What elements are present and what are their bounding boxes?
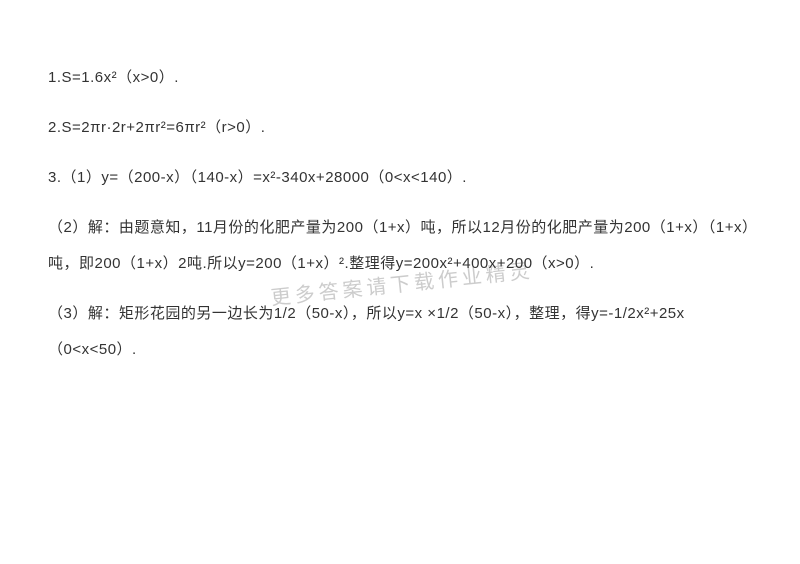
problem-line-3: 3.（1）y=（200-x）（140-x）=x²-340x+28000（0<x<… xyxy=(48,160,752,196)
problem-line-1: 1.S=1.6x²（x>0）. xyxy=(48,60,752,96)
problem-line-2: 2.S=2πr·2r+2πr²=6πr²（r>0）. xyxy=(48,110,752,146)
problem-line-4: （2）解：由题意知，11月份的化肥产量为200（1+x）吨，所以12月份的化肥产… xyxy=(48,210,752,282)
problem-line-5: （3）解：矩形花园的另一边长为1/2（50-x），所以y=x ×1/2（50-x… xyxy=(48,296,752,368)
document-content: 1.S=1.6x²（x>0）. 2.S=2πr·2r+2πr²=6πr²（r>0… xyxy=(0,0,800,422)
